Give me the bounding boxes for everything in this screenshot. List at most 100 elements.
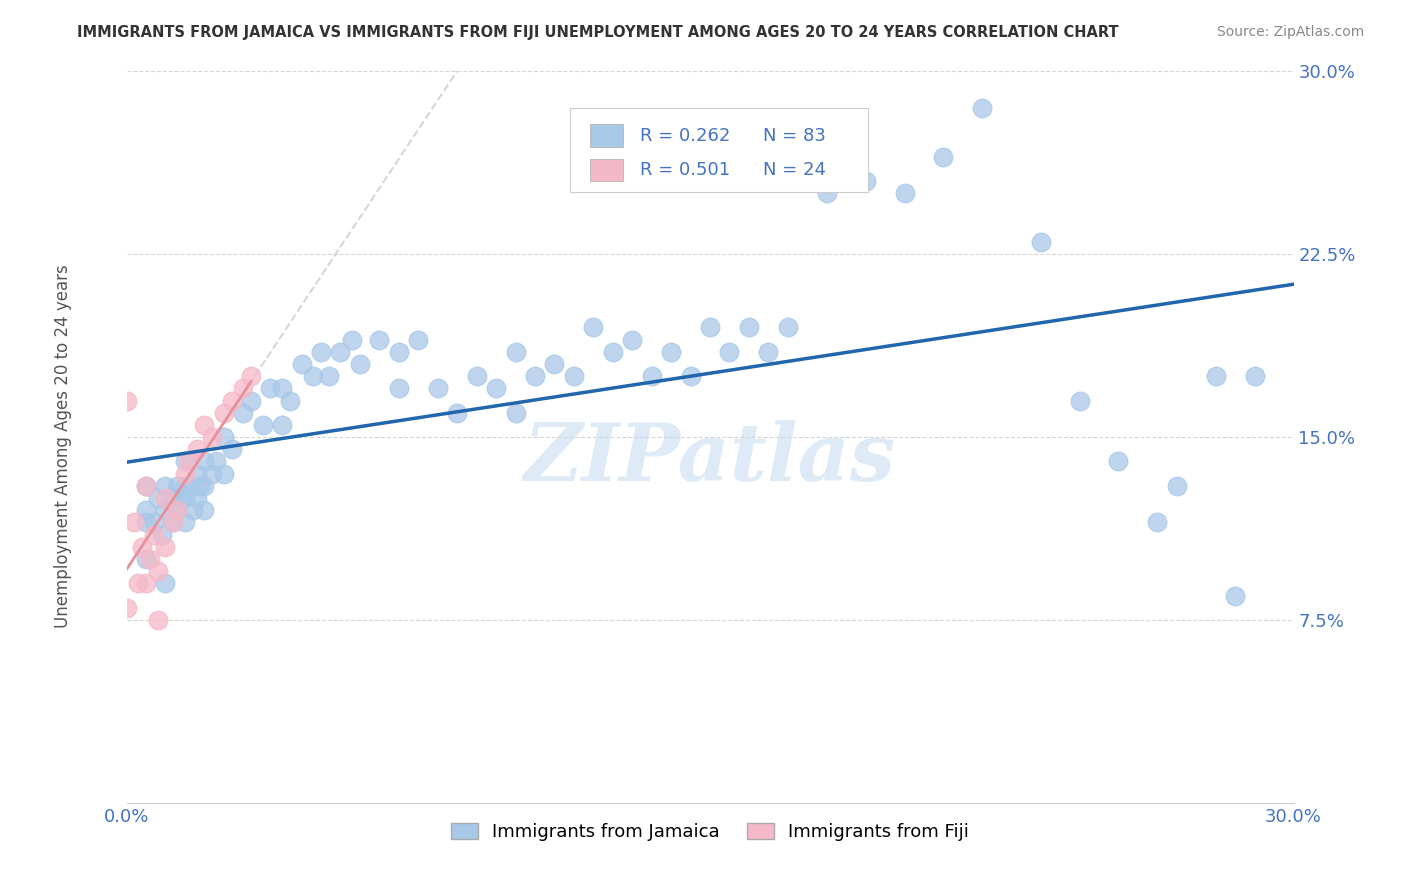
Text: ZIPatlas: ZIPatlas [524, 420, 896, 498]
Point [135, 576, 157, 591]
Point [139, 552, 162, 566]
Bar [591, 159, 623, 181]
Point [659, 344, 682, 359]
Point [543, 357, 565, 371]
Legend: Immigrants from Jamaica, Immigrants from Fiji: Immigrants from Jamaica, Immigrants from… [443, 816, 977, 848]
Point [201, 430, 224, 444]
Point [135, 516, 157, 530]
Point [131, 540, 153, 554]
Point [174, 454, 197, 468]
Point [485, 381, 508, 395]
Point [505, 406, 527, 420]
Point [505, 344, 527, 359]
Point [523, 369, 546, 384]
Point [186, 442, 208, 457]
Point [776, 320, 799, 334]
Point [155, 503, 177, 517]
Point [162, 491, 184, 505]
Point [1166, 479, 1188, 493]
Point [150, 527, 173, 541]
Point [221, 442, 243, 457]
Point [181, 503, 204, 517]
Point [309, 344, 332, 359]
Point [166, 479, 188, 493]
Point [738, 320, 761, 334]
Point [166, 503, 188, 517]
Point [170, 491, 193, 505]
Point [146, 491, 169, 505]
Point [127, 576, 149, 591]
Point [221, 393, 243, 408]
Point [408, 333, 430, 347]
Point [1108, 454, 1130, 468]
Point [562, 369, 585, 384]
Text: N = 24: N = 24 [762, 161, 825, 179]
Point [240, 369, 263, 384]
Point [155, 540, 177, 554]
Point [232, 406, 254, 420]
Point [174, 516, 197, 530]
Point [1243, 369, 1265, 384]
Point [146, 564, 169, 578]
Point [135, 552, 157, 566]
Point [142, 527, 165, 541]
Point [174, 467, 197, 481]
Point [124, 516, 146, 530]
Point [815, 186, 838, 201]
Point [446, 406, 468, 420]
Point [135, 503, 157, 517]
Point [162, 516, 184, 530]
Point [142, 516, 165, 530]
Point [465, 369, 488, 384]
Point [855, 174, 877, 188]
Point [232, 381, 254, 395]
Point [155, 576, 177, 591]
Point [240, 393, 263, 408]
Text: Unemployment Among Ages 20 to 24 years: Unemployment Among Ages 20 to 24 years [55, 264, 72, 628]
Point [271, 417, 294, 432]
Point [893, 186, 915, 201]
Point [135, 479, 157, 493]
Point [115, 600, 138, 615]
Point [388, 381, 411, 395]
Point [349, 357, 371, 371]
Point [1223, 589, 1246, 603]
Point [368, 333, 391, 347]
Point [271, 381, 294, 395]
Point [1205, 369, 1227, 384]
Point [679, 369, 702, 384]
Point [252, 417, 274, 432]
Point [155, 479, 177, 493]
Point [302, 369, 325, 384]
Point [641, 369, 664, 384]
Point [932, 150, 955, 164]
Point [1069, 393, 1091, 408]
Point [155, 491, 177, 505]
Point [193, 503, 215, 517]
Text: R = 0.262: R = 0.262 [640, 127, 730, 145]
Point [329, 344, 352, 359]
Point [212, 467, 235, 481]
Point [190, 479, 212, 493]
Point [318, 369, 340, 384]
Text: N = 83: N = 83 [762, 127, 825, 145]
Point [162, 516, 184, 530]
Point [212, 430, 235, 444]
Point [1029, 235, 1052, 249]
FancyBboxPatch shape [569, 108, 868, 192]
Point [186, 467, 208, 481]
Point [186, 491, 208, 505]
Point [205, 454, 228, 468]
Point [146, 613, 169, 627]
Point [201, 467, 224, 481]
Point [388, 344, 411, 359]
Point [177, 454, 200, 468]
Point [193, 454, 215, 468]
Point [718, 344, 741, 359]
Point [174, 479, 197, 493]
Point [621, 333, 644, 347]
Point [278, 393, 301, 408]
Point [699, 320, 721, 334]
Point [1146, 516, 1168, 530]
Point [115, 393, 138, 408]
